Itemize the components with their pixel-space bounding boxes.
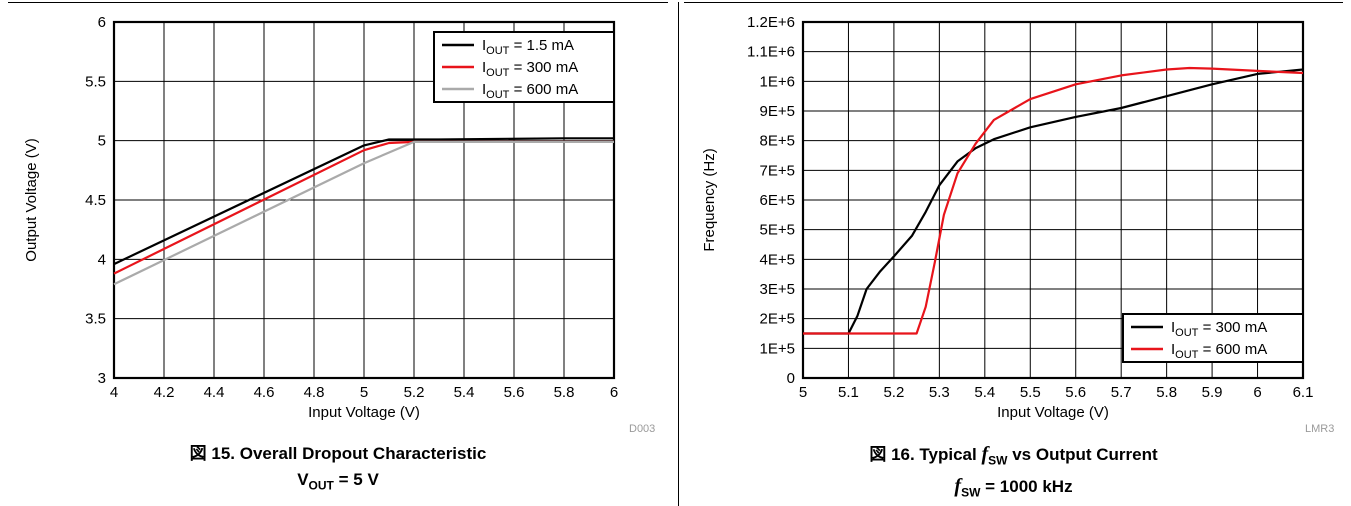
y-tick-label: 3 — [98, 370, 106, 387]
x-tick-label: 5 — [360, 384, 368, 401]
y-axis-label: Output Voltage (V) — [23, 138, 40, 261]
y-tick-label: 4E+5 — [760, 251, 795, 268]
dropout-chart: 4 4.2 4.4 4.6 4.8 5 5.2 5.4 5.6 5.8 6 3 3.5 4 4.5 5 5.5 6… — [23, 14, 618, 421]
y-tick-label: 9E+5 — [760, 103, 795, 120]
x-tick-label: 5.4 — [974, 384, 995, 401]
x-tick-label: 5.2 — [404, 384, 425, 401]
legend-label: IOUT = 600 mA — [482, 81, 578, 101]
legend-label: IOUT = 600 mA — [1171, 341, 1267, 361]
y-tick-label: 3E+5 — [760, 281, 795, 298]
y-tick-label: 3.5 — [85, 311, 106, 328]
x-tick-label: 5.6 — [504, 384, 525, 401]
caption-line-1: 図 15. Overall Dropout Characteristic — [189, 444, 487, 463]
x-tick-label: 6.1 — [1293, 384, 1314, 401]
x-tick-label: 5.8 — [1156, 384, 1177, 401]
top-rule — [684, 2, 1343, 3]
y-tick-label: 5.5 — [85, 73, 106, 90]
x-tick-label: 5.9 — [1202, 384, 1223, 401]
x-tick-label: 4.4 — [204, 384, 225, 401]
plot-frame — [801, 20, 1305, 380]
figure-15-panel: 4 4.2 4.4 4.6 4.8 5 5.2 5.4 5.6 5.8 6 3 3.5 4 4.5 5 5.5 6… — [0, 2, 676, 498]
legend-box — [1122, 313, 1304, 363]
figure-caption: 図 15. Overall Dropout Characteristic VOU… — [0, 441, 676, 498]
x-tick-label: 5.2 — [883, 384, 904, 401]
y-tick-label: 5E+5 — [760, 222, 795, 239]
series-line — [113, 137, 614, 266]
y-tick-label: 1.1E+6 — [747, 44, 795, 61]
figure-16-panel: 5 5.1 5.2 5.3 5.4 5.5 5.6 5.7 5.8 5.9 6 6.1 0 1E+5 2E+… — [676, 0, 1351, 506]
series-line — [803, 66, 1304, 335]
y-tick-label: 8E+5 — [760, 133, 795, 150]
frequency-chart: 5 5.1 5.2 5.3 5.4 5.5 5.6 5.7 5.8 5.9 6 6.1 0 1E+5 2E+… — [701, 14, 1314, 421]
x-tick-label: 6 — [610, 384, 618, 401]
caption-line-2: fSW = 1000 kHz — [954, 475, 1073, 500]
figure-caption: 図 16. Typical fSW vs Output Current fSW … — [676, 441, 1351, 506]
y-tick-label: 6E+5 — [760, 192, 795, 209]
x-tick-label: 5.7 — [1111, 384, 1132, 401]
y-tick-label: 6 — [98, 14, 106, 31]
x-tick-label: 5.8 — [554, 384, 575, 401]
y-tick-label: 4 — [98, 251, 106, 268]
y-tick-label: 1E+5 — [760, 340, 795, 357]
x-tick-label: 5 — [799, 384, 807, 401]
x-tick-label: 4.6 — [254, 384, 275, 401]
y-axis-label: Frequency (Hz) — [701, 148, 718, 251]
y-tick-label: 5 — [98, 133, 106, 150]
x-tick-label: 6 — [1253, 384, 1261, 401]
x-tick-label: 4.2 — [154, 384, 175, 401]
y-tick-label: 7E+5 — [760, 162, 795, 179]
x-tick-label: 5.3 — [929, 384, 950, 401]
y-tick-label: 0 — [787, 370, 795, 387]
x-tick-label: 5.4 — [454, 384, 475, 401]
x-axis-label: Input Voltage (V) — [997, 404, 1109, 421]
top-rule — [8, 2, 668, 3]
y-tick-label: 1.2E+6 — [747, 14, 795, 31]
caption-line-2: VOUT = 5 V — [297, 470, 379, 493]
figure-code: D003 — [629, 423, 656, 435]
panel-divider — [678, 2, 679, 506]
y-tick-label: 2E+5 — [760, 311, 795, 328]
legend-label: IOUT = 1.5 mA — [482, 37, 574, 57]
y-tick-label: 4.5 — [85, 192, 106, 209]
x-tick-label: 5.1 — [838, 384, 859, 401]
caption-line-1: 図 16. Typical fSW vs Output Current — [869, 443, 1158, 468]
x-tick-label: 4.8 — [304, 384, 325, 401]
figure-code: LMR3 — [1305, 423, 1335, 435]
legend-label: IOUT = 300 mA — [482, 59, 578, 79]
series-line — [803, 68, 1304, 335]
series-line — [113, 140, 614, 286]
legend-label: IOUT = 300 mA — [1171, 319, 1267, 339]
y-tick-label: 1E+6 — [760, 73, 795, 90]
x-tick-label: 4 — [110, 384, 118, 401]
x-axis-label: Input Voltage (V) — [308, 404, 420, 421]
plot-frame — [112, 20, 616, 380]
x-tick-label: 5.6 — [1065, 384, 1086, 401]
x-tick-label: 5.5 — [1020, 384, 1041, 401]
